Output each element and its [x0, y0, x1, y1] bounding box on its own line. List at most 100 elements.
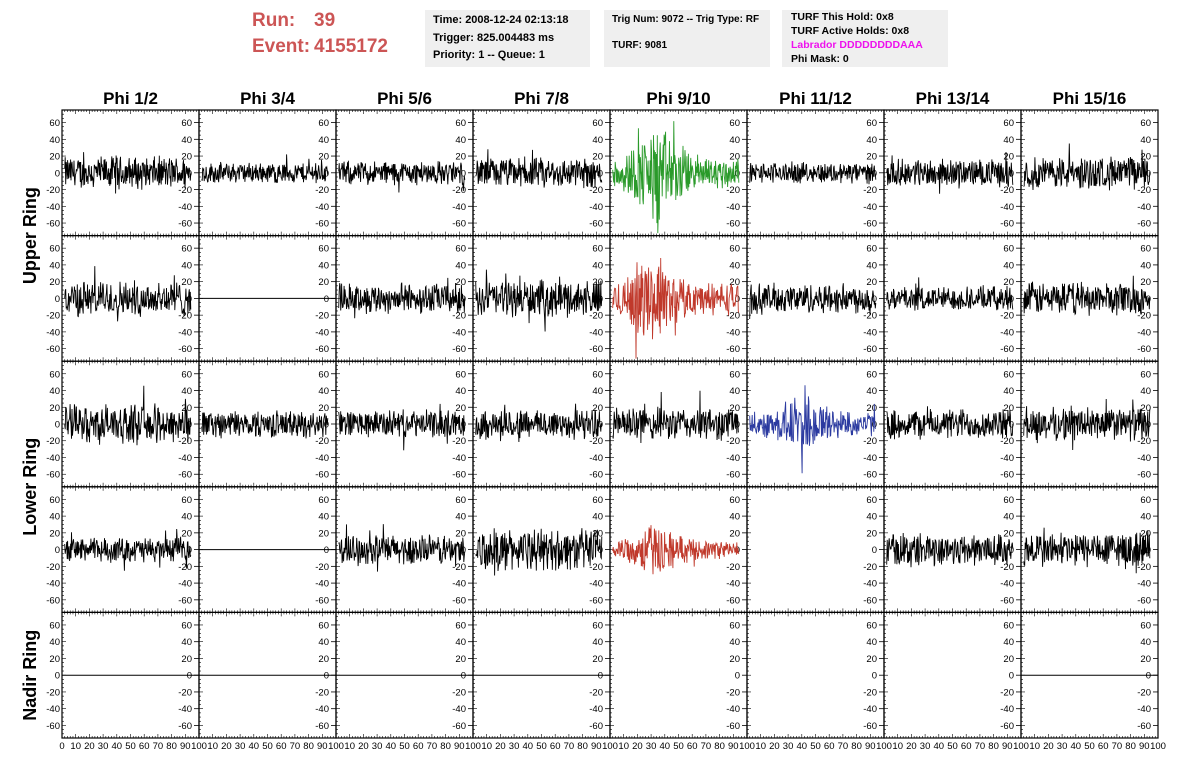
y-tick-label: -60: [863, 595, 877, 606]
y-tick-label: 60: [1003, 495, 1014, 506]
y-tick-label: -40: [726, 327, 740, 338]
y-tick-label: 20: [592, 403, 603, 414]
y-tick-label: 60: [1140, 244, 1151, 255]
y-tick-label: -20: [1137, 562, 1151, 573]
y-tick-label: 40: [49, 135, 60, 146]
y-tick-label: -40: [178, 202, 192, 213]
phi-mask-text: Phi Mask: 0: [791, 53, 849, 65]
waveform-trace: [64, 152, 192, 194]
y-tick-label: 20: [866, 277, 877, 288]
y-tick-label: -40: [589, 579, 603, 590]
y-tick-label: 40: [1140, 135, 1151, 146]
y-tick-label: 20: [1003, 403, 1014, 414]
waveform-trace: [338, 160, 466, 193]
y-tick-label: 20: [1140, 528, 1151, 539]
y-tick-label: 60: [455, 495, 466, 506]
waveform-trace: [338, 277, 466, 319]
waveform-trace: [886, 532, 1014, 568]
y-tick-label: -40: [1000, 453, 1014, 464]
y-tick-label: 60: [1140, 369, 1151, 380]
y-tick-label: 40: [866, 386, 877, 397]
y-tick-label: 0: [735, 294, 740, 305]
y-tick-label: -60: [1137, 595, 1151, 606]
waveform-trace: [612, 257, 740, 359]
y-tick-label: 40: [318, 386, 329, 397]
y-tick-label: 40: [318, 512, 329, 523]
waveform-trace: [64, 528, 192, 571]
trigger-text: Trigger: 825.004483 ms: [433, 31, 555, 44]
y-tick-label: 20: [729, 403, 740, 414]
y-tick-label: 40: [866, 135, 877, 146]
y-tick-label: -60: [452, 219, 466, 230]
y-tick-label: 60: [592, 244, 603, 255]
y-tick-label: 60: [1003, 244, 1014, 255]
y-tick-label: -60: [178, 721, 192, 732]
y-tick-label: 20: [318, 528, 329, 539]
y-tick-label: -40: [46, 704, 60, 715]
y-tick-label: -20: [178, 436, 192, 447]
column-header: Phi 3/4: [240, 89, 295, 108]
y-tick-label: 60: [1140, 118, 1151, 129]
y-tick-label: -60: [1137, 470, 1151, 481]
y-tick-label: 20: [318, 152, 329, 163]
y-tick-label: -20: [726, 436, 740, 447]
y-tick-label: -20: [589, 436, 603, 447]
y-tick-label: -20: [46, 185, 60, 196]
y-tick-label: 0: [872, 294, 877, 305]
y-tick-label: -20: [863, 185, 877, 196]
y-tick-label: 20: [49, 654, 60, 665]
y-tick-label: -40: [726, 453, 740, 464]
y-tick-label: -40: [1137, 202, 1151, 213]
y-tick-label: 40: [49, 386, 60, 397]
y-tick-label: -20: [178, 311, 192, 322]
run-label: Run:: [252, 10, 296, 31]
y-tick-label: -60: [726, 219, 740, 230]
y-tick-label: 20: [1003, 528, 1014, 539]
y-tick-label: -60: [178, 219, 192, 230]
y-tick-label: 40: [592, 386, 603, 397]
y-tick-label: 40: [318, 260, 329, 271]
y-tick-label: 60: [729, 495, 740, 506]
y-tick-label: -40: [452, 579, 466, 590]
y-tick-label: 0: [55, 671, 60, 682]
y-tick-label: 60: [1003, 369, 1014, 380]
turf-active-holds-text: TURF Active Holds: 0x8: [791, 25, 910, 37]
y-tick-label: 40: [866, 512, 877, 523]
y-tick-label: 20: [49, 403, 60, 414]
y-tick-label: -40: [863, 202, 877, 213]
y-tick-label: 40: [729, 386, 740, 397]
y-tick-label: -60: [863, 470, 877, 481]
y-tick-label: 60: [455, 244, 466, 255]
y-tick-label: 20: [318, 403, 329, 414]
y-tick-label: 20: [49, 528, 60, 539]
y-tick-label: -40: [178, 579, 192, 590]
y-tick-label: 40: [592, 135, 603, 146]
y-tick-label: -20: [863, 311, 877, 322]
y-tick-label: 20: [866, 528, 877, 539]
y-tick-label: -60: [1000, 219, 1014, 230]
waveform-trace: [338, 403, 466, 451]
y-tick-label: 40: [318, 637, 329, 648]
y-tick-label: 0: [1146, 168, 1151, 179]
y-tick-label: -40: [178, 453, 192, 464]
y-tick-label: -40: [726, 202, 740, 213]
y-tick-label: -60: [726, 344, 740, 355]
event-value: 4155172: [314, 36, 388, 57]
y-tick-label: 40: [1140, 260, 1151, 271]
y-tick-label: -60: [589, 344, 603, 355]
y-tick-label: 60: [318, 118, 329, 129]
y-tick-label: -40: [315, 704, 329, 715]
y-tick-label: -20: [1000, 185, 1014, 196]
y-tick-label: -60: [46, 595, 60, 606]
y-tick-label: -20: [1137, 436, 1151, 447]
turf-text: TURF: 9081: [612, 40, 668, 51]
y-tick-label: -20: [178, 687, 192, 698]
waveform-trace: [1023, 398, 1151, 451]
y-tick-label: -60: [315, 721, 329, 732]
y-tick-label: 40: [318, 135, 329, 146]
y-tick-label: -20: [589, 562, 603, 573]
y-tick-label: -20: [315, 562, 329, 573]
y-tick-label: -40: [315, 202, 329, 213]
y-tick-label: -60: [46, 344, 60, 355]
y-tick-label: -60: [315, 470, 329, 481]
